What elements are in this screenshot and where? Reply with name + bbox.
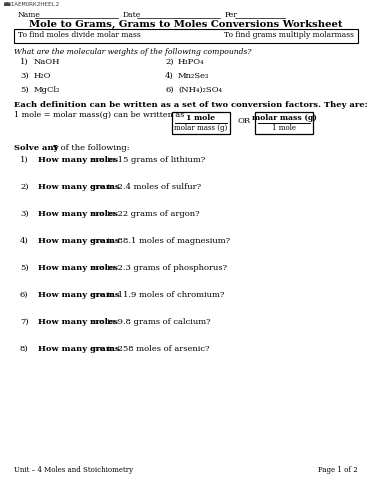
Text: How many grams: How many grams — [38, 183, 120, 191]
Text: OR: OR — [237, 117, 250, 125]
Text: 1): 1) — [20, 156, 29, 164]
Text: Name: Name — [18, 11, 41, 19]
Bar — [14, 29, 358, 43]
Text: are in 11.9 moles of chromium?: are in 11.9 moles of chromium? — [88, 291, 224, 299]
Text: How many moles: How many moles — [38, 210, 118, 218]
Text: Each definition can be written as a set of two conversion factors. They are:: Each definition can be written as a set … — [14, 101, 368, 109]
Text: 5: 5 — [52, 144, 58, 152]
Text: NaOH: NaOH — [34, 58, 61, 66]
Text: of the following:: of the following: — [58, 144, 129, 152]
Text: 7): 7) — [20, 318, 29, 326]
Text: are in 22 grams of argon?: are in 22 grams of argon? — [88, 210, 199, 218]
Text: 3): 3) — [20, 210, 29, 218]
Text: 4): 4) — [165, 72, 174, 80]
Text: How many moles: How many moles — [38, 318, 118, 326]
Text: are in 15 grams of lithium?: are in 15 grams of lithium? — [88, 156, 205, 164]
Text: (NH₄)₂SO₄: (NH₄)₂SO₄ — [178, 86, 222, 94]
Text: To find grams multiply molarmass: To find grams multiply molarmass — [224, 31, 354, 39]
Text: Date: Date — [123, 11, 141, 19]
Text: 6): 6) — [165, 86, 173, 94]
Text: 3): 3) — [20, 72, 29, 80]
Text: 2): 2) — [165, 58, 173, 66]
Text: What are the molecular weights of the following compounds?: What are the molecular weights of the fo… — [14, 48, 251, 56]
Text: are in 2.3 grams of phosphorus?: are in 2.3 grams of phosphorus? — [88, 264, 227, 272]
Bar — [172, 112, 230, 134]
Text: are in 258 moles of arsenic?: are in 258 moles of arsenic? — [88, 345, 209, 353]
Text: 4): 4) — [20, 237, 29, 245]
Text: To find moles divide molar mass: To find moles divide molar mass — [18, 31, 141, 39]
Text: 1): 1) — [20, 58, 29, 66]
Text: Solve any: Solve any — [14, 144, 61, 152]
Bar — [255, 112, 313, 134]
Text: molar mass (g): molar mass (g) — [251, 113, 317, 121]
Text: 8): 8) — [20, 345, 29, 353]
Text: 5): 5) — [20, 86, 29, 94]
Text: How many grams: How many grams — [38, 345, 120, 353]
Text: are in 2.4 moles of sulfur?: are in 2.4 moles of sulfur? — [88, 183, 201, 191]
Text: How many moles: How many moles — [38, 264, 118, 272]
Text: 1 mole: 1 mole — [272, 124, 296, 132]
Text: are in 9.8 grams of calcium?: are in 9.8 grams of calcium? — [88, 318, 210, 326]
Text: How many grams: How many grams — [38, 291, 120, 299]
Text: MgCl₂: MgCl₂ — [34, 86, 60, 94]
Text: 2): 2) — [20, 183, 29, 191]
Text: H₃PO₄: H₃PO₄ — [178, 58, 205, 66]
Text: How many grams: How many grams — [38, 237, 120, 245]
Text: Per: Per — [225, 11, 238, 19]
Text: molar mass (g): molar mass (g) — [174, 124, 228, 132]
Text: 1 mole = molar mass(g) can be written as: 1 mole = molar mass(g) can be written as — [14, 111, 184, 119]
Text: H₂O: H₂O — [34, 72, 51, 80]
Text: How many moles: How many moles — [38, 156, 118, 164]
Text: Mn₂Se₃: Mn₂Se₃ — [178, 72, 209, 80]
Text: Mole to Grams, Grams to Moles Conversions Worksheet: Mole to Grams, Grams to Moles Conversion… — [29, 20, 343, 29]
Text: 6): 6) — [20, 291, 29, 299]
Text: are in 88.1 moles of magnesium?: are in 88.1 moles of magnesium? — [88, 237, 230, 245]
Text: Unit – 4 Moles and Stoichiometry: Unit – 4 Moles and Stoichiometry — [14, 466, 133, 474]
Text: ■■IAEMORK2HEEL2: ■■IAEMORK2HEEL2 — [4, 2, 60, 7]
Text: Page 1 of 2: Page 1 of 2 — [318, 466, 358, 474]
Text: 5): 5) — [20, 264, 29, 272]
Text: 1 mole: 1 mole — [186, 113, 215, 121]
